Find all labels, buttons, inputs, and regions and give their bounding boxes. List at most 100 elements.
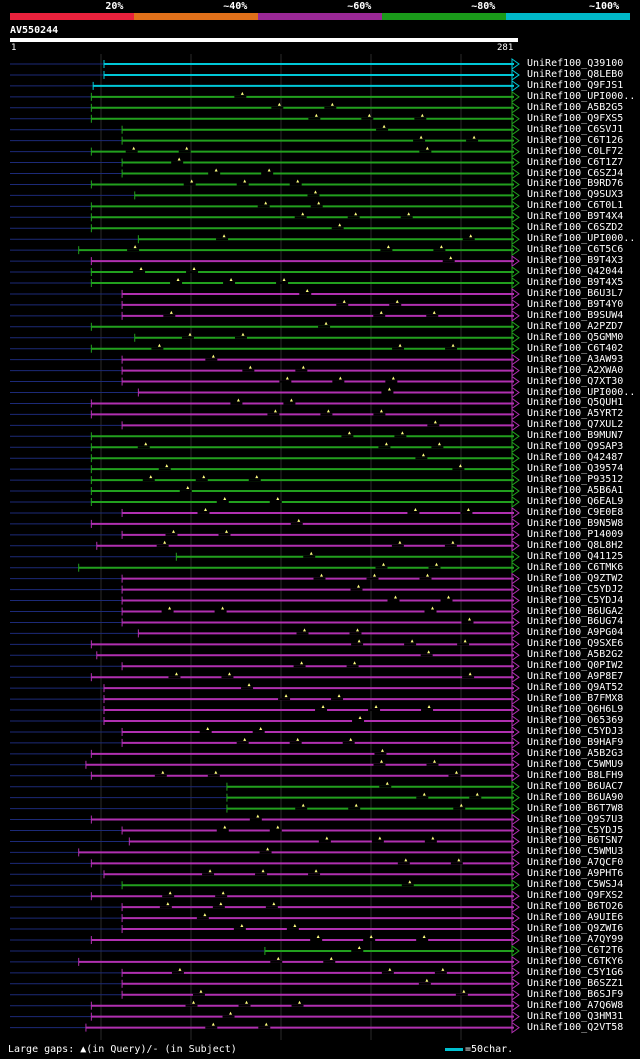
hit-label[interactable]: UniRef100_B6T7W8	[527, 802, 624, 814]
hit-label[interactable]: UniRef100_Q9FJS1	[527, 79, 624, 91]
hit-label[interactable]: UniRef100_B6TO26	[527, 901, 624, 913]
hit-label[interactable]: UniRef100_A5YRT2	[527, 408, 624, 420]
hit-label[interactable]: UniRef100_C5WMU3	[527, 846, 624, 858]
hit-label[interactable]: UniRef100_C6T2T6	[527, 944, 624, 956]
hit-label[interactable]: UniRef100_B6UG74	[527, 616, 624, 628]
hit-label[interactable]: UniRef100_Q2VT58	[527, 1021, 624, 1033]
hit-label[interactable]: UniRef100_C5YDJ4	[527, 594, 624, 606]
hit-label[interactable]: UniRef100_A9PG04	[527, 627, 624, 639]
hit-label[interactable]: UniRef100_B9T4Y0	[527, 298, 624, 310]
hit-label[interactable]: UniRef100_Q41125	[527, 550, 624, 562]
hit-label[interactable]: UniRef100_A7Q6W8	[527, 999, 624, 1011]
hit-label[interactable]: UniRef100_A5B6A1	[527, 485, 624, 497]
hit-label[interactable]: UniRef100_C5Y1G6	[527, 966, 624, 978]
hit-label[interactable]: UniRef100_B9T4X3	[527, 255, 624, 267]
hit-label[interactable]: UniRef100_B6SZZ1	[527, 977, 624, 989]
query-gap-marker	[404, 858, 408, 862]
hit-label[interactable]: UniRef100_C6SZD2	[527, 222, 624, 234]
hit-label[interactable]: UniRef100_Q9SUX3	[527, 189, 624, 201]
hit-label[interactable]: UniRef100_A5B2G5	[527, 101, 624, 113]
hit-label[interactable]: UniRef100_Q39574	[527, 463, 624, 475]
query-gap-marker	[433, 420, 437, 424]
hit-label[interactable]: UniRef100_Q9SXE6	[527, 638, 624, 650]
hit-label[interactable]: UniRef100_C5YDJ5	[527, 824, 624, 836]
hit-arrow-icon	[511, 485, 520, 498]
hit-label[interactable]: UniRef100_A2PZD7	[527, 320, 624, 332]
hit-label[interactable]: UniRef100_C6TMK6	[527, 561, 624, 573]
hit-label[interactable]: UniRef100_Q9FXS2	[527, 890, 624, 902]
hit-label[interactable]: UniRef100_Q8L8H2	[527, 539, 624, 551]
hit-label[interactable]: UniRef100_B6U3L7	[527, 287, 624, 299]
hit-label[interactable]: UniRef100_Q5QUH1	[527, 397, 624, 409]
hit-label[interactable]: UniRef100_C6T1Z7	[527, 156, 624, 168]
hit-label[interactable]: UniRef100_B6SJF9	[527, 988, 624, 1000]
query-gap-marker	[380, 748, 384, 752]
hit-label[interactable]: UniRef100_Q8LEB0	[527, 68, 624, 80]
hit-label[interactable]: UniRef100_B8LFH9	[527, 769, 624, 781]
hit-label[interactable]: UniRef100_Q39100	[527, 58, 624, 69]
hit-label[interactable]: UniRef100_C9E0E8	[527, 506, 624, 518]
hit-label[interactable]: UniRef100_Q42044	[527, 266, 624, 278]
hit-label[interactable]: UniRef100_Q9SAP3	[527, 441, 624, 453]
hit-label[interactable]: UniRef100_A5B2G2	[527, 649, 624, 661]
hit-label[interactable]: UniRef100_B6UAC7	[527, 780, 624, 792]
hit-label[interactable]: UniRef100_Q9S7U3	[527, 813, 624, 825]
hit-label[interactable]: UniRef100_C6T0L1	[527, 200, 624, 212]
hit-label[interactable]: UniRef100_O65369	[527, 715, 624, 726]
hit-label[interactable]: UniRef100_A5B2G3	[527, 747, 624, 759]
hit-label[interactable]: UniRef100_Q9ZWI6	[527, 923, 624, 935]
hit-label[interactable]: UniRef100_A7QCF0	[527, 857, 624, 869]
hit-label[interactable]: UniRef100_C6T5C6	[527, 244, 624, 256]
hit-label[interactable]: UniRef100_P14009	[527, 528, 624, 540]
hit-label[interactable]: UniRef100_B6UA90	[527, 791, 624, 803]
hit-label[interactable]: UniRef100_Q5GMM0	[527, 331, 624, 343]
query-gap-marker	[330, 102, 334, 106]
hit-label[interactable]: UniRef100_UPI000..	[527, 90, 636, 102]
hit-label[interactable]: UniRef100_B9SUW4	[527, 309, 624, 321]
hit-label[interactable]: UniRef100_Q3HM31	[527, 1010, 624, 1022]
hit-label[interactable]: UniRef100_B9MUN7	[527, 430, 624, 442]
hit-label[interactable]: UniRef100_C6SZJ4	[527, 167, 624, 179]
hit-label[interactable]: UniRef100_Q7XUL2	[527, 419, 624, 431]
query-gap-marker	[313, 190, 317, 194]
hit-arrow-icon	[511, 999, 520, 1012]
hit-label[interactable]: UniRef100_Q9ZTW2	[527, 572, 624, 584]
gap-legend: Large gaps: ▲(in Query)/- (in Subject)	[8, 1044, 237, 1055]
hit-label[interactable]: UniRef100_A9PHT6	[527, 868, 624, 880]
hit-label[interactable]: UniRef100_Q9AT52	[527, 682, 624, 694]
hit-label[interactable]: UniRef100_A9P8E7	[527, 671, 624, 683]
hit-label[interactable]: UniRef100_C0LF72	[527, 145, 624, 157]
hit-label[interactable]: UniRef100_C5WMU9	[527, 758, 624, 770]
hit-label[interactable]: UniRef100_B9T4X4	[527, 211, 624, 223]
hit-label[interactable]: UniRef100_B7FMX8	[527, 693, 624, 705]
hit-label[interactable]: UniRef100_C5YDJ2	[527, 583, 624, 595]
hit-label[interactable]: UniRef100_Q6EAL9	[527, 496, 624, 507]
hit-label[interactable]: UniRef100_UPI000..	[527, 386, 636, 398]
hit-label[interactable]: UniRef100_A9UIE6	[527, 912, 624, 924]
hit-label[interactable]: UniRef100_Q42487	[527, 452, 624, 464]
hit-label[interactable]: UniRef100_C6T402	[527, 342, 624, 354]
hit-label[interactable]: UniRef100_Q6H6L9	[527, 704, 624, 716]
hit-label[interactable]: UniRef100_B6UGA2	[527, 605, 624, 617]
hit-arrow-icon	[511, 725, 520, 738]
hit-label[interactable]: UniRef100_B9T4X5	[527, 277, 624, 288]
hit-label[interactable]: UniRef100_B9RD76	[527, 178, 624, 190]
hit-label[interactable]: UniRef100_C5YDJ3	[527, 725, 624, 737]
hit-label[interactable]: UniRef100_A2XWA0	[527, 364, 624, 376]
hit-label[interactable]: UniRef100_C6TKY6	[527, 955, 624, 967]
hit-label[interactable]: UniRef100_B9HAF9	[527, 736, 624, 748]
query-gap-marker	[426, 573, 430, 577]
hit-label[interactable]: UniRef100_A7QY99	[527, 934, 624, 945]
hit-label[interactable]: UniRef100_B9N5W8	[527, 517, 624, 529]
hit-label[interactable]: UniRef100_B6TSN7	[527, 835, 624, 847]
hit-label[interactable]: UniRef100_Q7XT30	[527, 375, 624, 387]
hit-label[interactable]: UniRef100_C6SVJ1	[527, 123, 624, 135]
hit-label[interactable]: UniRef100_P93512	[527, 474, 624, 486]
hit-label[interactable]: UniRef100_UPI000..	[527, 233, 636, 245]
hit-label[interactable]: UniRef100_C6T126	[527, 134, 624, 146]
hit-label[interactable]: UniRef100_A3AW93	[527, 353, 624, 365]
hit-label[interactable]: UniRef100_Q9FXS5	[527, 112, 624, 124]
hit-label[interactable]: UniRef100_C5WSJ4	[527, 879, 624, 891]
hit-label[interactable]: UniRef100_Q0PIW2	[527, 660, 624, 672]
hit-arrow-icon	[511, 583, 520, 596]
